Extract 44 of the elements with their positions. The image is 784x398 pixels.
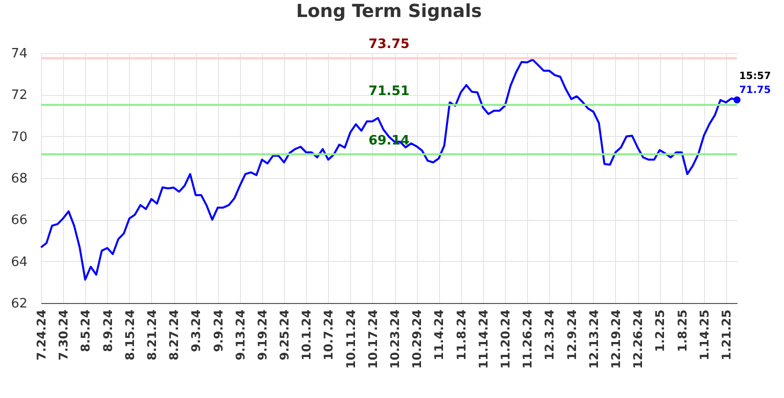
text: 71.75 [739,84,771,96]
x-tick-label: 10.7.24 [322,310,336,360]
x-tick-label: 8.9.24 [100,310,115,352]
x-tick-label: 9.13.24 [233,310,248,360]
x-tick-label: 12.3.24 [542,310,557,360]
x-tick-label: 7.30.24 [56,310,71,360]
chart-title: Long Term Signals [296,1,482,22]
ref-line-label: 73.75 [368,37,410,52]
x-tick-label: 8.5.24 [78,310,93,352]
x-tick-label: 1.2.25 [653,310,668,352]
x-tick-label: 9.9.24 [211,310,226,352]
x-tick-label: 12.9.24 [564,310,579,360]
y-tick-label: 74 [10,46,28,62]
y-tick-label: 66 [10,213,28,228]
x-tick-label: 7.24.24 [34,310,48,360]
x-tick-label: 8.15.24 [122,310,137,360]
x-tick-label: 9.19.24 [255,310,270,360]
y-tick-label: 72 [10,88,28,104]
x-tick-label: 11.20.24 [498,310,512,369]
x-tick-label: 1.8.25 [675,310,690,352]
x-tick-label: 12.19.24 [608,310,623,369]
x-tick-label: 10.1.24 [300,310,314,360]
x-tick-label: 11.4.24 [432,310,446,360]
x-tick-label: 10.11.24 [344,310,358,369]
text: 15:57 [739,70,771,82]
x-tick-label: 11.14.24 [476,310,490,369]
y-tick-label: 64 [10,254,28,270]
x-tick-label: 10.23.24 [388,310,402,369]
y-tick-label: 68 [10,172,28,186]
x-tick-label: 9.25.24 [278,310,292,360]
x-tick-label: 10.17.24 [366,310,380,369]
x-tick-label: 8.27.24 [167,310,182,360]
x-tick-label: 11.26.24 [520,310,535,369]
x-tick-label: 8.21.24 [144,310,159,360]
x-tick-label: 9.3.24 [189,310,204,352]
x-tick-label: 12.13.24 [586,310,601,369]
x-tick-label: 11.8.24 [454,310,468,360]
x-tick-label: 12.26.24 [631,310,646,369]
y-tick-label: 62 [10,296,28,312]
x-tick-label: 1.14.25 [697,310,712,360]
x-tick-label: 10.29.24 [410,310,424,369]
ref-line-label: 71.51 [368,84,410,99]
x-tick-label: 1.21.25 [719,310,734,360]
y-tick-label: 70 [10,130,28,145]
